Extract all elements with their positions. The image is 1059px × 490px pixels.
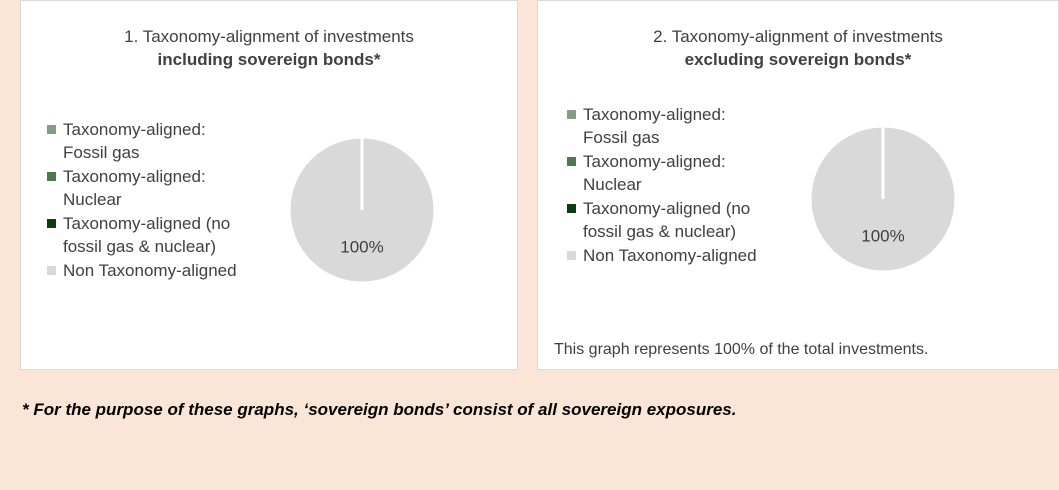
legend-item: Taxonomy-aligned (no fossil gas & nuclea…: [567, 197, 782, 243]
note: This graph represents 100% of the total …: [554, 341, 929, 358]
pie-slice: [287, 135, 437, 285]
chart-title: 1. Taxonomy-alignment of investments incl…: [21, 25, 517, 71]
legend-item: Taxonomy-aligned: Nuclear: [567, 150, 782, 196]
pie-slice: [808, 124, 958, 274]
legend-label: Non Taxonomy-aligned: [583, 246, 757, 265]
legend-item: Taxonomy-aligned: Fossil gas: [567, 103, 782, 149]
legend-swatch: [567, 110, 576, 119]
data-label: 100%: [340, 237, 383, 256]
legend-label: Non Taxonomy-aligned: [63, 261, 237, 280]
legend-label: Taxonomy-aligned: Nuclear: [583, 152, 726, 194]
footnote: * For the purpose of these graphs, ‘sove…: [22, 400, 737, 419]
legend: Taxonomy-aligned: Fossil gas Taxonomy-ali…: [567, 103, 782, 268]
legend-label: Taxonomy-aligned (no fossil gas & nuclea…: [63, 214, 231, 256]
legend-item: Non Taxonomy-aligned: [47, 259, 262, 282]
subtitle: including sovereign bonds*: [157, 50, 381, 69]
legend-swatch: [47, 219, 56, 228]
legend: Taxonomy-aligned: Fossil gas Taxonomy-ali…: [47, 118, 262, 283]
legend-label: Taxonomy-aligned (no fossil gas & nuclea…: [583, 199, 751, 241]
legend-swatch: [47, 125, 56, 134]
title: 2. Taxonomy-alignment of investments: [653, 27, 943, 46]
legend-label: Taxonomy-aligned: Nuclear: [63, 167, 206, 209]
chart-panel: 1. Taxonomy-alignment of investments incl…: [20, 0, 518, 370]
legend-swatch: [567, 157, 576, 166]
legend-item: Taxonomy-aligned: Fossil gas: [47, 118, 262, 164]
legend-swatch: [47, 266, 56, 275]
legend-label: Taxonomy-aligned: Fossil gas: [583, 105, 726, 147]
legend-item: Non Taxonomy-aligned: [567, 244, 782, 267]
data-label: 100%: [861, 226, 904, 245]
legend-swatch: [47, 172, 56, 181]
chart-panel: 2. Taxonomy-alignment of investments excl…: [537, 0, 1059, 370]
chart-title: 2. Taxonomy-alignment of investments excl…: [538, 25, 1058, 71]
legend-item: Taxonomy-aligned: Nuclear: [47, 165, 262, 211]
title: 1. Taxonomy-alignment of investments: [124, 27, 414, 46]
subtitle: excluding sovereign bonds*: [684, 50, 912, 69]
legend-label: Taxonomy-aligned: Fossil gas: [63, 120, 206, 162]
legend-swatch: [567, 204, 576, 213]
pie: 100%: [808, 124, 958, 274]
legend-swatch: [567, 251, 576, 260]
legend-item: Taxonomy-aligned (no fossil gas & nuclea…: [47, 212, 262, 258]
pie: 100%: [287, 135, 437, 285]
